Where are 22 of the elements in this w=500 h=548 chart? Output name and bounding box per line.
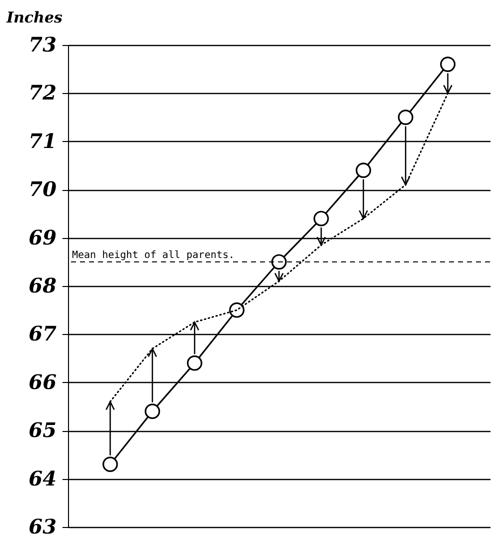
y-tick-label: 63 [28, 514, 57, 538]
y-tick-label: 73 [28, 32, 57, 56]
y-tick-label: 66 [28, 370, 57, 394]
point [398, 110, 414, 125]
y-tick-label: 64 [28, 466, 56, 490]
point [271, 254, 287, 270]
point [314, 210, 329, 226]
y-tick-label: 68 [28, 274, 57, 298]
point [440, 56, 456, 72]
y-tick-label: 71 [28, 128, 56, 153]
point [356, 162, 372, 178]
y-tick-label: 69 [28, 225, 57, 250]
y-tick-label: 67 [28, 322, 57, 346]
point [186, 355, 202, 371]
y-tick-label: 70 [28, 177, 57, 202]
y-tick-label: 72 [28, 80, 57, 105]
point [144, 404, 160, 419]
point [229, 302, 244, 318]
y-tick-label: 65 [28, 418, 56, 442]
point [102, 456, 118, 472]
y-axis-title: Inches [6, 8, 64, 26]
ref-line-label: Mean height of all parents. [72, 250, 235, 261]
